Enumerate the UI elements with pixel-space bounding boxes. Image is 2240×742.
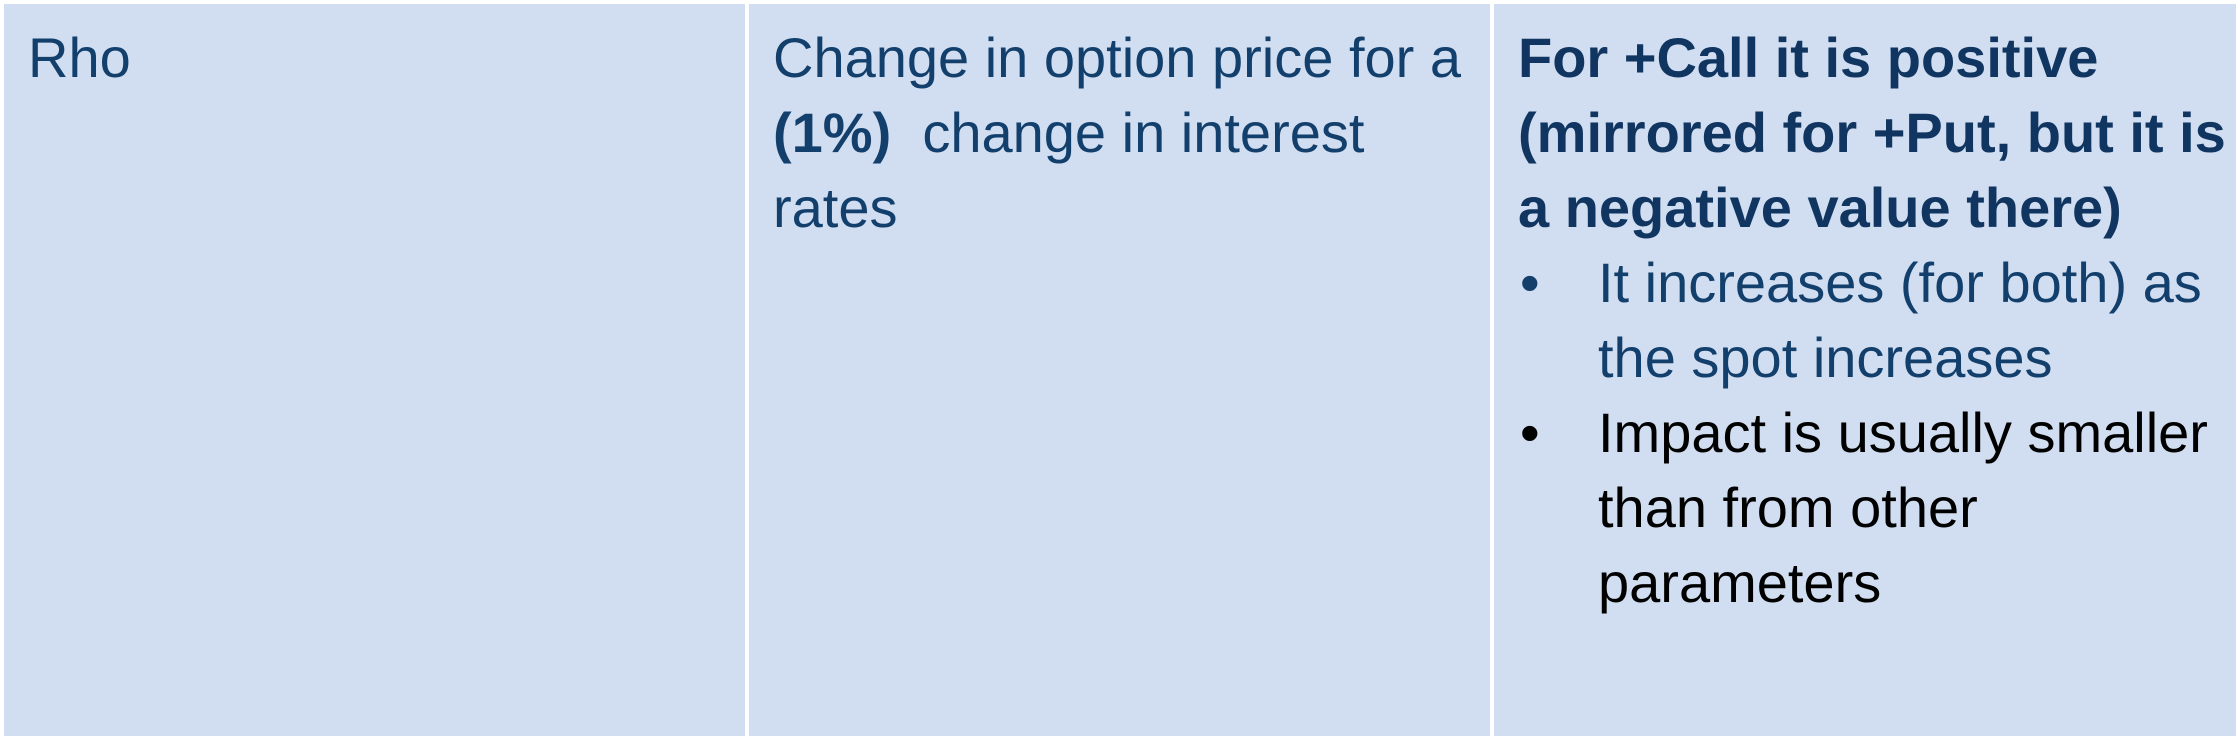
bullet-text: It increases (for both) as the spot incr… — [1598, 251, 2202, 389]
bullet-text: Impact is usually smaller than from othe… — [1598, 401, 2208, 614]
term-label: Rho — [28, 26, 131, 89]
term-cell: Rho — [4, 4, 745, 736]
notes-bullet-list: • It increases (for both) as the spot in… — [1518, 245, 2228, 620]
list-item: • Impact is usually smaller than from ot… — [1518, 395, 2228, 620]
notes-cell: For +Call it is positive (mirrored for +… — [1494, 4, 2236, 736]
definition-text-start: Change in option price for a — [773, 26, 1461, 89]
definition-cell: Change in option price for a (1%) change… — [749, 4, 1490, 736]
definition-text-end: change in interest rates — [773, 101, 1380, 239]
list-item: • It increases (for both) as the spot in… — [1518, 245, 2228, 395]
notes-heading: For +Call it is positive (mirrored for +… — [1518, 26, 2226, 239]
bullet-icon: • — [1520, 401, 1540, 464]
bullet-icon: • — [1520, 251, 1540, 314]
definition-bold-percent: (1%) — [773, 101, 892, 164]
